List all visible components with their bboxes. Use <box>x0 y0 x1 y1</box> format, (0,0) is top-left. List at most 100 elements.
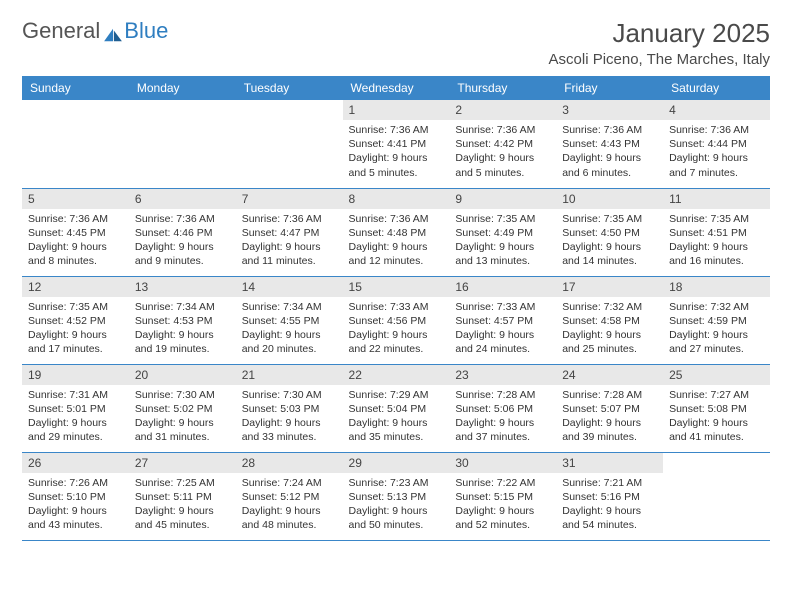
sunset-line: Sunset: 4:58 PM <box>562 314 657 328</box>
day-header-row: Sunday Monday Tuesday Wednesday Thursday… <box>22 76 770 100</box>
calendar-day-cell: 8Sunrise: 7:36 AMSunset: 4:48 PMDaylight… <box>343 188 450 276</box>
calendar-day-cell: 24Sunrise: 7:28 AMSunset: 5:07 PMDayligh… <box>556 364 663 452</box>
daylight-line: Daylight: 9 hours and 20 minutes. <box>242 328 337 356</box>
day-details: Sunrise: 7:34 AMSunset: 4:53 PMDaylight:… <box>129 297 236 361</box>
calendar-day-cell: 9Sunrise: 7:35 AMSunset: 4:49 PMDaylight… <box>449 188 556 276</box>
calendar-week-row: 12Sunrise: 7:35 AMSunset: 4:52 PMDayligh… <box>22 276 770 364</box>
calendar-day-cell: 2Sunrise: 7:36 AMSunset: 4:42 PMDaylight… <box>449 100 556 188</box>
calendar-empty-cell <box>22 100 129 188</box>
day-details: Sunrise: 7:36 AMSunset: 4:46 PMDaylight:… <box>129 209 236 273</box>
day-details: Sunrise: 7:28 AMSunset: 5:06 PMDaylight:… <box>449 385 556 449</box>
day-details: Sunrise: 7:33 AMSunset: 4:56 PMDaylight:… <box>343 297 450 361</box>
calendar-week-row: 5Sunrise: 7:36 AMSunset: 4:45 PMDaylight… <box>22 188 770 276</box>
daylight-line: Daylight: 9 hours and 31 minutes. <box>135 416 230 444</box>
title-block: January 2025 Ascoli Piceno, The Marches,… <box>549 18 770 68</box>
daylight-line: Daylight: 9 hours and 52 minutes. <box>455 504 550 532</box>
day-details: Sunrise: 7:36 AMSunset: 4:45 PMDaylight:… <box>22 209 129 273</box>
day-number: 15 <box>343 277 450 297</box>
calendar-day-cell: 31Sunrise: 7:21 AMSunset: 5:16 PMDayligh… <box>556 452 663 540</box>
sunset-line: Sunset: 5:07 PM <box>562 402 657 416</box>
month-title: January 2025 <box>549 18 770 49</box>
day-details: Sunrise: 7:35 AMSunset: 4:52 PMDaylight:… <box>22 297 129 361</box>
calendar-week-row: 26Sunrise: 7:26 AMSunset: 5:10 PMDayligh… <box>22 452 770 540</box>
sunrise-line: Sunrise: 7:35 AM <box>562 212 657 226</box>
daylight-line: Daylight: 9 hours and 54 minutes. <box>562 504 657 532</box>
day-details: Sunrise: 7:34 AMSunset: 4:55 PMDaylight:… <box>236 297 343 361</box>
day-number: 12 <box>22 277 129 297</box>
day-details: Sunrise: 7:21 AMSunset: 5:16 PMDaylight:… <box>556 473 663 537</box>
daylight-line: Daylight: 9 hours and 27 minutes. <box>669 328 764 356</box>
daylight-line: Daylight: 9 hours and 43 minutes. <box>28 504 123 532</box>
sunset-line: Sunset: 4:57 PM <box>455 314 550 328</box>
calendar-day-cell: 27Sunrise: 7:25 AMSunset: 5:11 PMDayligh… <box>129 452 236 540</box>
day-number: 26 <box>22 453 129 473</box>
sunrise-line: Sunrise: 7:30 AM <box>242 388 337 402</box>
sunset-line: Sunset: 5:12 PM <box>242 490 337 504</box>
day-details: Sunrise: 7:26 AMSunset: 5:10 PMDaylight:… <box>22 473 129 537</box>
day-details: Sunrise: 7:28 AMSunset: 5:07 PMDaylight:… <box>556 385 663 449</box>
logo-text-a: General <box>22 18 100 44</box>
sunrise-line: Sunrise: 7:36 AM <box>349 123 444 137</box>
sunrise-line: Sunrise: 7:28 AM <box>455 388 550 402</box>
sunset-line: Sunset: 4:47 PM <box>242 226 337 240</box>
daylight-line: Daylight: 9 hours and 13 minutes. <box>455 240 550 268</box>
sunset-line: Sunset: 4:52 PM <box>28 314 123 328</box>
calendar-day-cell: 14Sunrise: 7:34 AMSunset: 4:55 PMDayligh… <box>236 276 343 364</box>
sunrise-line: Sunrise: 7:35 AM <box>669 212 764 226</box>
day-details: Sunrise: 7:36 AMSunset: 4:48 PMDaylight:… <box>343 209 450 273</box>
sunrise-line: Sunrise: 7:27 AM <box>669 388 764 402</box>
calendar-day-cell: 30Sunrise: 7:22 AMSunset: 5:15 PMDayligh… <box>449 452 556 540</box>
day-number: 29 <box>343 453 450 473</box>
day-number: 16 <box>449 277 556 297</box>
sunset-line: Sunset: 5:10 PM <box>28 490 123 504</box>
daylight-line: Daylight: 9 hours and 33 minutes. <box>242 416 337 444</box>
daylight-line: Daylight: 9 hours and 16 minutes. <box>669 240 764 268</box>
daylight-line: Daylight: 9 hours and 29 minutes. <box>28 416 123 444</box>
calendar-day-cell: 13Sunrise: 7:34 AMSunset: 4:53 PMDayligh… <box>129 276 236 364</box>
sunrise-line: Sunrise: 7:36 AM <box>455 123 550 137</box>
calendar-day-cell: 7Sunrise: 7:36 AMSunset: 4:47 PMDaylight… <box>236 188 343 276</box>
sunset-line: Sunset: 4:53 PM <box>135 314 230 328</box>
daylight-line: Daylight: 9 hours and 39 minutes. <box>562 416 657 444</box>
sunrise-line: Sunrise: 7:33 AM <box>349 300 444 314</box>
day-details: Sunrise: 7:29 AMSunset: 5:04 PMDaylight:… <box>343 385 450 449</box>
day-number: 1 <box>343 100 450 120</box>
day-details: Sunrise: 7:30 AMSunset: 5:03 PMDaylight:… <box>236 385 343 449</box>
day-details: Sunrise: 7:36 AMSunset: 4:47 PMDaylight:… <box>236 209 343 273</box>
daylight-line: Daylight: 9 hours and 48 minutes. <box>242 504 337 532</box>
sunrise-line: Sunrise: 7:23 AM <box>349 476 444 490</box>
daylight-line: Daylight: 9 hours and 19 minutes. <box>135 328 230 356</box>
day-number: 14 <box>236 277 343 297</box>
sunset-line: Sunset: 4:56 PM <box>349 314 444 328</box>
day-details: Sunrise: 7:35 AMSunset: 4:51 PMDaylight:… <box>663 209 770 273</box>
calendar-day-cell: 25Sunrise: 7:27 AMSunset: 5:08 PMDayligh… <box>663 364 770 452</box>
sunset-line: Sunset: 5:03 PM <box>242 402 337 416</box>
day-number: 10 <box>556 189 663 209</box>
daylight-line: Daylight: 9 hours and 11 minutes. <box>242 240 337 268</box>
calendar-day-cell: 15Sunrise: 7:33 AMSunset: 4:56 PMDayligh… <box>343 276 450 364</box>
sunset-line: Sunset: 4:44 PM <box>669 137 764 151</box>
calendar-page: General Blue January 2025 Ascoli Piceno,… <box>0 0 792 612</box>
calendar-day-cell: 1Sunrise: 7:36 AMSunset: 4:41 PMDaylight… <box>343 100 450 188</box>
day-header: Saturday <box>663 76 770 100</box>
day-header: Sunday <box>22 76 129 100</box>
day-details: Sunrise: 7:23 AMSunset: 5:13 PMDaylight:… <box>343 473 450 537</box>
day-number: 8 <box>343 189 450 209</box>
day-header: Monday <box>129 76 236 100</box>
calendar-day-cell: 20Sunrise: 7:30 AMSunset: 5:02 PMDayligh… <box>129 364 236 452</box>
calendar-empty-cell <box>129 100 236 188</box>
sunrise-line: Sunrise: 7:21 AM <box>562 476 657 490</box>
sunrise-line: Sunrise: 7:35 AM <box>455 212 550 226</box>
calendar-day-cell: 22Sunrise: 7:29 AMSunset: 5:04 PMDayligh… <box>343 364 450 452</box>
sunset-line: Sunset: 4:59 PM <box>669 314 764 328</box>
sunrise-line: Sunrise: 7:28 AM <box>562 388 657 402</box>
logo: General Blue <box>22 18 168 44</box>
sunrise-line: Sunrise: 7:36 AM <box>135 212 230 226</box>
sunrise-line: Sunrise: 7:26 AM <box>28 476 123 490</box>
day-number: 28 <box>236 453 343 473</box>
sunrise-line: Sunrise: 7:32 AM <box>669 300 764 314</box>
sunset-line: Sunset: 4:46 PM <box>135 226 230 240</box>
day-number: 3 <box>556 100 663 120</box>
sunset-line: Sunset: 5:13 PM <box>349 490 444 504</box>
sunrise-line: Sunrise: 7:36 AM <box>242 212 337 226</box>
